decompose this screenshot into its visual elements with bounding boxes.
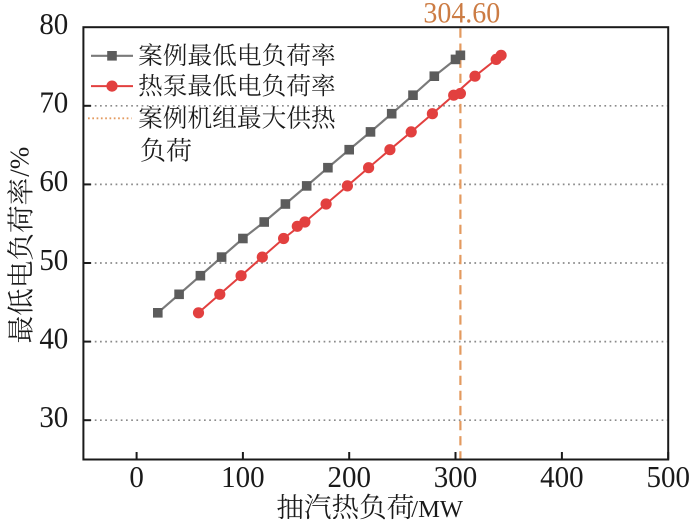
svg-text:40: 40 [39, 323, 68, 356]
svg-text:400: 400 [540, 461, 583, 494]
svg-text:304.60: 304.60 [423, 0, 500, 30]
svg-text:/MW: /MW [411, 496, 464, 523]
svg-text:60: 60 [39, 166, 68, 199]
svg-text:200: 200 [327, 461, 370, 494]
svg-text:100: 100 [221, 461, 264, 494]
svg-text:80: 80 [39, 8, 68, 41]
svg-text:30: 30 [39, 401, 68, 434]
svg-text:50: 50 [39, 244, 68, 277]
svg-text:300: 300 [434, 461, 477, 494]
svg-text:/%: /% [5, 147, 35, 177]
svg-text:0: 0 [129, 461, 143, 494]
svg-text:500: 500 [646, 461, 689, 494]
svg-text:70: 70 [39, 87, 68, 120]
